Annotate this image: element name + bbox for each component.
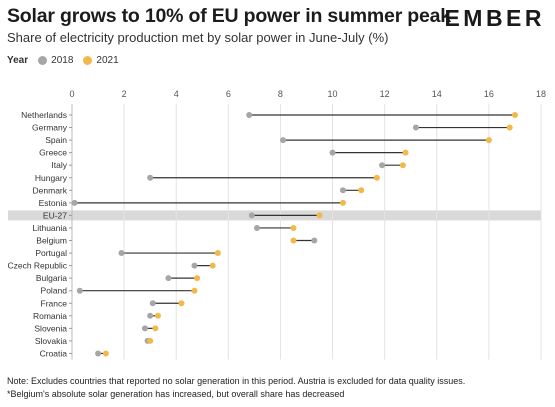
- category-label: Lithuania: [32, 223, 67, 233]
- point-2018: [141, 325, 148, 332]
- legend-item-2021: 2021: [83, 55, 119, 66]
- category-label: Belgium: [36, 236, 67, 246]
- category-label: France: [41, 298, 68, 308]
- point-2021: [209, 262, 216, 269]
- category-label: Spain: [45, 135, 67, 145]
- point-2018: [379, 162, 386, 169]
- point-2018: [329, 149, 336, 156]
- point-2021: [373, 174, 380, 181]
- chart-title: Solar grows to 10% of EU power in summer…: [7, 5, 451, 27]
- legend-title: Year: [7, 55, 29, 66]
- point-2018: [71, 199, 78, 206]
- point-2021: [290, 237, 297, 244]
- category-label: Germany: [32, 123, 68, 133]
- x-tick-label: 18: [536, 89, 546, 99]
- legend-label-2018: 2018: [51, 55, 74, 66]
- category-label: Denmark: [33, 185, 68, 195]
- category-label: Czech Republic: [7, 261, 67, 271]
- point-2018: [147, 312, 154, 319]
- x-tick-label: 16: [484, 89, 494, 99]
- point-2021: [152, 325, 159, 332]
- point-2021: [290, 224, 297, 231]
- x-tick-label: 6: [226, 89, 231, 99]
- category-label: Slovakia: [35, 336, 67, 346]
- legend-swatch-2018: [38, 56, 48, 65]
- point-2021: [402, 149, 409, 156]
- point-2021: [399, 162, 406, 169]
- point-2021: [178, 300, 185, 307]
- category-label: Greece: [39, 148, 67, 158]
- category-label: Italy: [51, 160, 67, 170]
- legend-label-2021: 2021: [96, 55, 119, 66]
- point-2021: [511, 112, 518, 118]
- point-2018: [165, 275, 172, 282]
- point-2018: [76, 287, 83, 294]
- category-label: EU-27: [43, 210, 67, 220]
- point-2018: [253, 224, 260, 231]
- category-label: Estonia: [39, 198, 68, 208]
- category-label: Slovenia: [34, 323, 67, 333]
- x-tick-label: 4: [174, 89, 179, 99]
- x-tick-label: 12: [380, 89, 390, 99]
- x-tick-label: 2: [122, 89, 127, 99]
- category-label: Bulgaria: [36, 273, 67, 283]
- dumbbell-chart: 0 2 4 6 8 10 12 14 16 18 Netherlands Germany Spain Gr…: [7, 89, 546, 360]
- legend: Year 2018 2021: [7, 55, 129, 66]
- point-2018: [248, 212, 255, 219]
- point-2021: [194, 275, 201, 282]
- point-2018: [147, 174, 154, 181]
- ember-logo: EMBER: [444, 5, 545, 31]
- point-2021: [147, 337, 154, 344]
- footnotes: Note: Excludes countries that reported n…: [7, 375, 465, 401]
- point-2018: [311, 237, 318, 244]
- legend-item-2018: 2018: [38, 55, 73, 66]
- point-2018: [149, 300, 156, 307]
- x-tick-label: 0: [69, 89, 74, 99]
- point-2021: [102, 350, 109, 357]
- point-2021: [214, 250, 221, 257]
- point-2021: [506, 124, 513, 131]
- note-line-1: Note: Excludes countries that reported n…: [7, 376, 466, 386]
- chart-subtitle: Share of electricity production met by s…: [7, 30, 389, 45]
- point-2021: [485, 137, 492, 144]
- category-label: Romania: [33, 311, 67, 321]
- point-2018: [412, 124, 419, 131]
- x-tick-label: 8: [278, 89, 283, 99]
- category-label: Hungary: [35, 173, 68, 183]
- point-2018: [191, 262, 198, 269]
- legend-swatch-2021: [83, 56, 93, 65]
- category-label: Netherlands: [21, 110, 67, 120]
- x-tick-label: 14: [432, 89, 442, 99]
- point-2021: [358, 187, 365, 194]
- point-2021: [339, 199, 346, 206]
- category-label: Croatia: [40, 348, 68, 358]
- point-2018: [280, 137, 287, 144]
- point-2018: [339, 187, 346, 194]
- point-2021: [316, 212, 323, 219]
- category-label: Portugal: [35, 248, 67, 258]
- category-label: Poland: [41, 286, 68, 296]
- point-2021: [191, 287, 198, 294]
- x-tick-label: 10: [328, 89, 338, 99]
- point-2018: [118, 250, 125, 257]
- point-2018: [246, 112, 253, 118]
- note-line-2: *Belgium's absolute solar generation has…: [7, 389, 345, 399]
- point-2018: [95, 350, 102, 357]
- point-2021: [154, 312, 161, 319]
